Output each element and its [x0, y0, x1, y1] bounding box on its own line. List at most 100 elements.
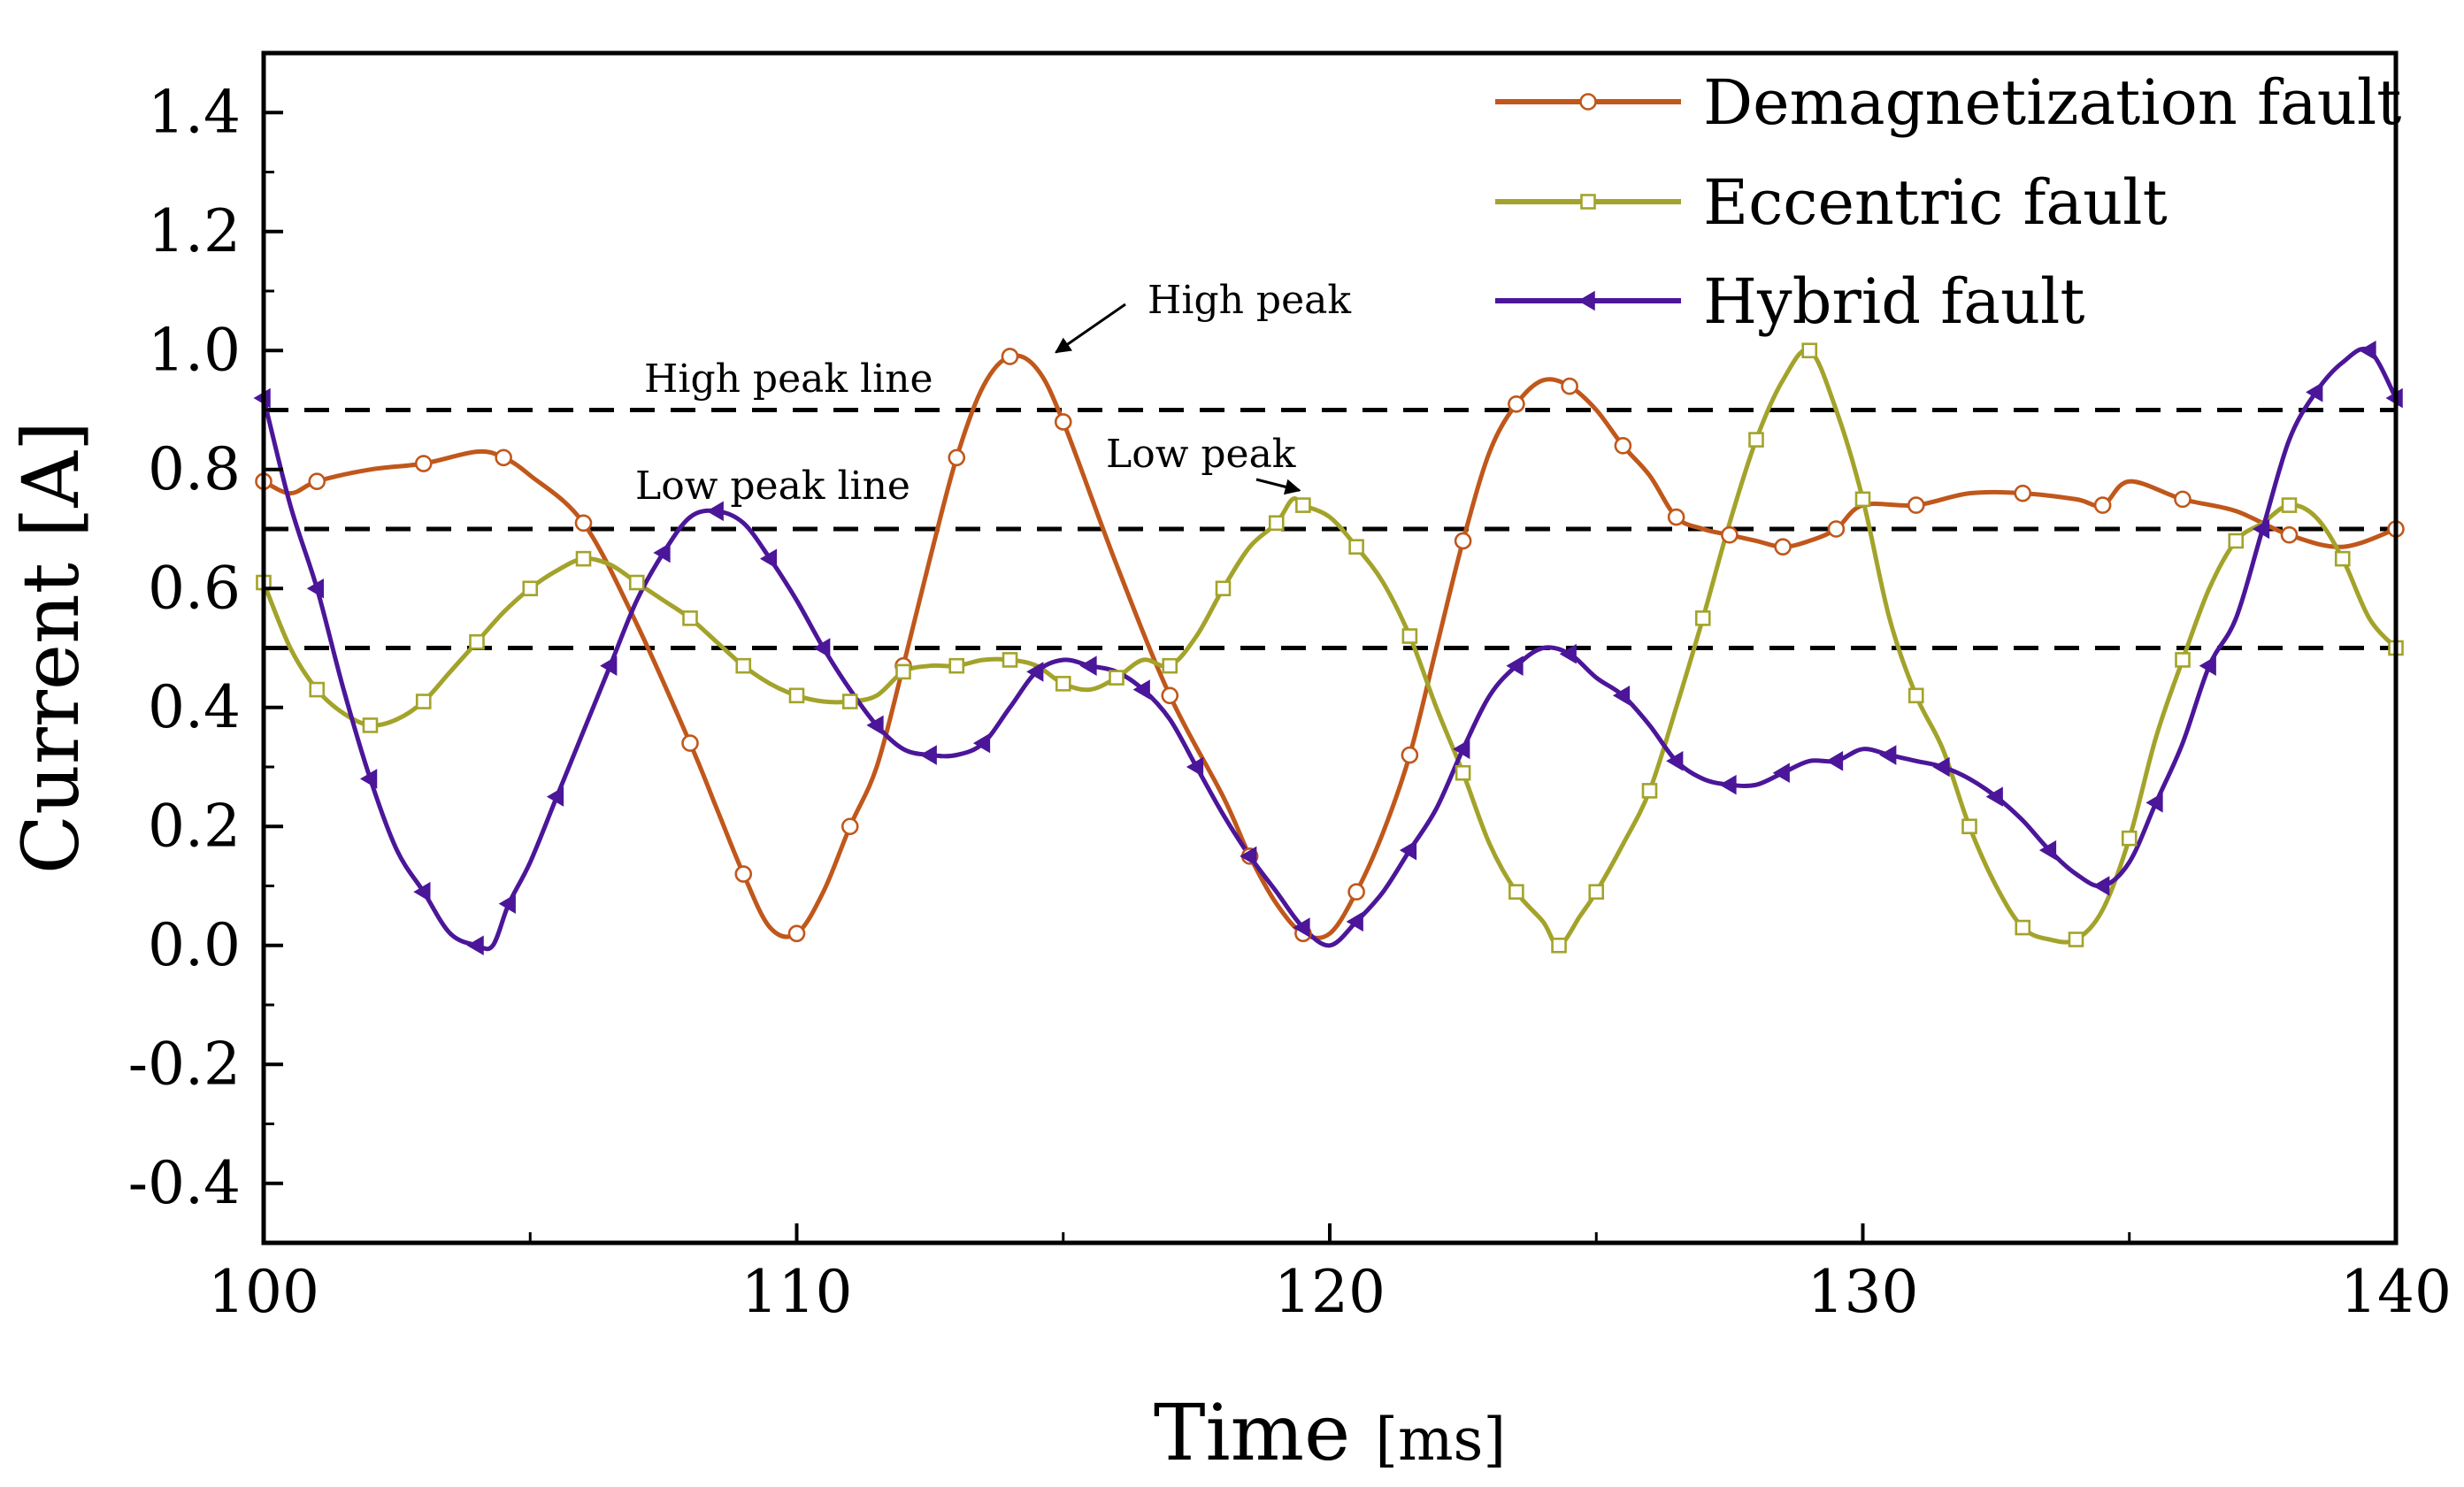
data-point [2281, 497, 2298, 513]
legend-marker [1580, 194, 1596, 210]
legend-marker [1577, 290, 1595, 311]
x-tick-label: 100 [208, 1258, 319, 1326]
data-point [466, 935, 484, 956]
data-point [309, 681, 326, 698]
data-point [2015, 919, 2031, 936]
x-axis-title: Time [ms] [1154, 1387, 1506, 1478]
data-point [1401, 628, 1418, 644]
data-point [1455, 764, 1471, 781]
x-tick-label: 120 [1274, 1258, 1386, 1326]
data-point [1240, 846, 1257, 867]
data-point [495, 448, 512, 467]
data-point [919, 745, 937, 765]
data-point [972, 732, 991, 754]
data-point [1854, 491, 1871, 508]
data-point [1268, 515, 1285, 532]
data-point [706, 501, 724, 522]
data-point [362, 717, 379, 733]
data-point [1932, 756, 1950, 778]
data-point [1551, 937, 1567, 954]
data-point [2359, 340, 2376, 361]
data-point [415, 694, 432, 709]
legend-marker [1579, 93, 1597, 111]
y-axis: -0.4 -0.2 0.0 0.2 0.4 0.6 0.8 1.0 1.2 1.4 [128, 51, 283, 1245]
data-point [1186, 756, 1204, 778]
data-point [308, 472, 326, 491]
data-point [546, 786, 564, 807]
y-tick-label: 0.8 [148, 435, 241, 503]
data-point [787, 924, 806, 943]
y-tick-label: 0.0 [148, 911, 241, 979]
y-tick-label: 1.4 [148, 78, 241, 146]
data-point [1161, 686, 1179, 705]
data-point [1559, 643, 1577, 664]
data-point [1454, 532, 1472, 550]
data-point [414, 455, 433, 472]
data-point [2121, 830, 2138, 847]
data-point [2306, 382, 2323, 402]
y-tick-label: 0.4 [148, 673, 241, 741]
data-point [1719, 774, 1737, 795]
data-point [1347, 883, 1365, 901]
data-point [1508, 884, 1524, 901]
y-tick-label: 1.2 [148, 197, 241, 265]
reference-lines [264, 408, 2396, 650]
arrow-high-peak [1055, 303, 1126, 354]
data-point [1346, 911, 1363, 932]
legend: Demagnetization fault Eccentric fault Hybr… [1495, 66, 2401, 338]
data-point [1295, 497, 1311, 513]
data-point [522, 580, 539, 597]
data-point [813, 638, 831, 658]
series-markers [253, 340, 2405, 956]
data-point [1827, 520, 1846, 538]
data-point [1879, 745, 1897, 765]
data-point [1907, 687, 1924, 704]
annotation-label: Low peak line [635, 464, 910, 509]
data-point [1055, 676, 1071, 692]
data-point [1748, 432, 1764, 448]
data-point [498, 893, 516, 914]
annotation-label: High peak line [644, 356, 933, 402]
data-point [2174, 490, 2192, 509]
data-point [1774, 538, 1792, 556]
data-point [788, 687, 805, 704]
data-point [2280, 525, 2299, 544]
data-point [895, 663, 911, 680]
data-point [681, 734, 699, 752]
data-point [1907, 496, 1925, 514]
data-point [2014, 484, 2032, 502]
data-point [1506, 655, 1524, 676]
data-point [2038, 839, 2057, 861]
y-tick-label: -0.2 [128, 1030, 241, 1098]
data-point [1612, 685, 1631, 706]
data-point [1588, 884, 1605, 901]
y-tick-label: 0.2 [148, 792, 241, 860]
x-axis: 100 110 120 130 140 [208, 1223, 2452, 1326]
data-point [1002, 652, 1018, 668]
arrow-low-peak [1255, 478, 1301, 495]
data-point [1666, 750, 1684, 771]
data-point [866, 715, 884, 736]
legend-label: Demagnetization fault [1703, 66, 2401, 139]
data-point [1721, 525, 1739, 544]
data-point [2092, 876, 2110, 896]
data-point [628, 574, 645, 591]
data-point [1801, 342, 1818, 359]
data-point [1694, 610, 1711, 626]
data-point [1825, 750, 1844, 771]
data-point [948, 657, 965, 674]
data-point [1453, 739, 1470, 760]
x-tick-label: 110 [741, 1258, 853, 1326]
data-point [948, 448, 966, 467]
data-point [1561, 377, 1578, 395]
annotations: High peak Low peak High peak line Low peak … [635, 278, 1351, 509]
data-point [600, 655, 618, 676]
data-point [1614, 437, 1632, 455]
y-tick-label: -0.4 [128, 1149, 241, 1217]
data-point [2334, 550, 2351, 567]
data-point [1348, 539, 1364, 555]
data-point [1026, 662, 1044, 682]
legend-label: Eccentric fault [1703, 166, 2168, 239]
data-point [2068, 931, 2084, 947]
